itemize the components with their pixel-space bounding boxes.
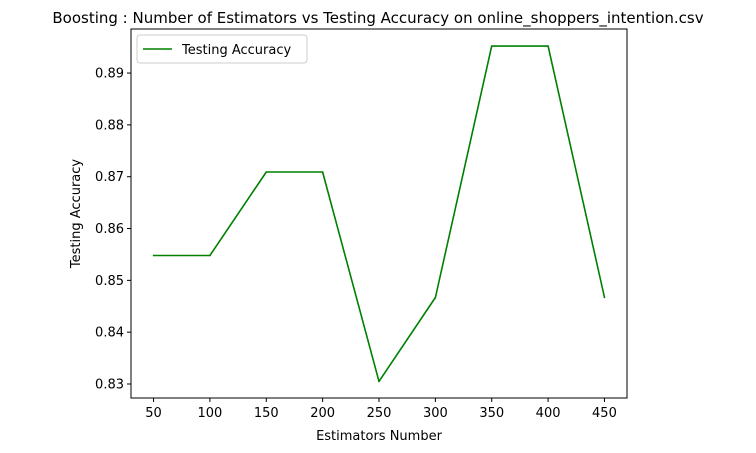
data-point xyxy=(490,45,493,47)
legend-box xyxy=(136,34,308,64)
data-point xyxy=(547,45,549,47)
x-tick-label: 350 xyxy=(479,406,504,421)
data-point xyxy=(603,296,606,299)
x-tick-label: 150 xyxy=(254,406,279,421)
x-tick-label: 200 xyxy=(310,406,335,421)
y-tick-label: 0.84 xyxy=(95,326,124,341)
data-point xyxy=(265,171,268,173)
x-tick-label: 400 xyxy=(536,406,561,421)
y-tick-label: 0.83 xyxy=(95,378,124,393)
x-tick-label: 50 xyxy=(145,406,162,421)
x-axis-ticks: 50 100 150 200 250 300 350 400 450 xyxy=(145,398,617,421)
data-point xyxy=(152,254,155,257)
data-point xyxy=(209,254,211,257)
x-tick-label: 300 xyxy=(423,406,448,421)
y-axis-label: Testing Accuracy xyxy=(69,159,84,269)
x-tick-label: 100 xyxy=(197,406,222,421)
y-tick-label: 0.88 xyxy=(95,118,124,133)
y-tick-label: 0.86 xyxy=(95,222,124,237)
x-tick-label: 450 xyxy=(592,406,617,421)
y-tick-label: 0.89 xyxy=(95,67,124,82)
plot-area-frame xyxy=(130,28,628,399)
x-axis-label: Estimators Number xyxy=(316,429,443,444)
y-tick-label: 0.85 xyxy=(95,274,124,289)
y-tick-label: 0.87 xyxy=(95,170,124,185)
legend-label: Testing Accuracy xyxy=(181,43,291,58)
legend: Testing Accuracy xyxy=(136,34,308,64)
series-line-testing-accuracy xyxy=(153,45,606,383)
y-axis-ticks: 0.83 0.84 0.85 0.86 0.87 0.88 0.89 xyxy=(95,67,131,393)
data-point xyxy=(378,380,380,383)
data-point xyxy=(434,296,437,299)
data-point xyxy=(321,171,324,173)
x-tick-label: 250 xyxy=(367,406,392,421)
chart-title: Boosting : Number of Estimators vs Testi… xyxy=(52,9,703,28)
series-points xyxy=(152,45,606,383)
